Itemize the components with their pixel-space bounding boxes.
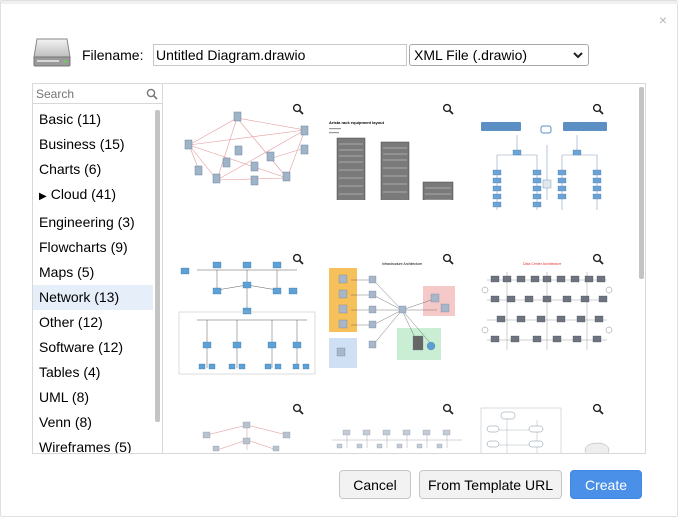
search-input[interactable] [36, 87, 136, 101]
category-cloud[interactable]: ▶ Cloud (41) [39, 186, 117, 202]
expand-triangle-icon[interactable]: ▶ [39, 191, 47, 202]
template-title: Infrastructure Architecture [382, 262, 423, 266]
cancel-button[interactable]: Cancel [339, 470, 411, 499]
search-icon[interactable] [146, 88, 158, 100]
zoom-icon[interactable] [592, 253, 604, 265]
format-select[interactable]: XML File (.drawio) [409, 44, 589, 66]
template-title: Arista rack equipment layout [329, 120, 384, 125]
category-basic[interactable]: Basic (11) [39, 111, 101, 127]
template-preview [481, 272, 613, 350]
zoom-icon[interactable] [292, 403, 304, 415]
zoom-icon[interactable] [592, 103, 604, 115]
category-tables[interactable]: Tables (4) [39, 364, 101, 380]
category-wireframes[interactable]: Wireframes (5) [39, 439, 132, 453]
template-preview [329, 268, 455, 368]
template-preview [184, 111, 309, 186]
template-thumbnail[interactable] [477, 400, 617, 453]
template-preview [178, 261, 316, 375]
template-thumbnail[interactable] [327, 400, 467, 453]
create-button[interactable]: Create [570, 470, 642, 499]
template-preview [480, 407, 610, 453]
sidebar-scrollbar[interactable] [155, 110, 160, 422]
zoom-icon[interactable] [442, 403, 454, 415]
template-preview [481, 122, 607, 210]
zoom-icon[interactable] [442, 253, 454, 265]
zoom-icon[interactable] [442, 103, 454, 115]
category-charts[interactable]: Charts (6) [39, 161, 102, 177]
template-thumbnail[interactable] [177, 400, 317, 453]
category-engineering[interactable]: Engineering (3) [39, 214, 135, 230]
grid-scrollbar[interactable] [639, 87, 644, 279]
template-thumbnail[interactable] [177, 250, 317, 380]
template-preview [332, 429, 462, 449]
category-software[interactable]: Software (12) [39, 339, 124, 355]
zoom-icon[interactable] [292, 103, 304, 115]
category-other[interactable]: Other (12) [39, 314, 103, 330]
template-grid: Arista rack equipment layout [163, 84, 645, 453]
template-thumbnail[interactable]: Arista rack equipment layout [327, 100, 467, 230]
category-flowcharts[interactable]: Flowcharts (9) [39, 239, 128, 255]
filename-input[interactable] [153, 44, 407, 66]
top-divider [1, 1, 678, 4]
category-venn[interactable]: Venn (8) [39, 414, 92, 430]
category-uml[interactable]: UML (8) [39, 389, 90, 405]
template-title: Data Center Architecture [523, 262, 562, 266]
category-network[interactable]: Network (13) [33, 285, 153, 310]
zoom-icon[interactable] [592, 403, 604, 415]
template-thumbnail[interactable]: Data Center Architecture [477, 250, 617, 380]
category-business[interactable]: Business (15) [39, 136, 125, 152]
format-select-value: XML File (.drawio) [414, 47, 528, 63]
search-box[interactable] [33, 84, 162, 104]
template-preview [329, 128, 454, 200]
hard-drive-icon [33, 38, 71, 67]
filename-label: Filename: [82, 47, 144, 63]
from-template-url-button[interactable]: From Template URL [419, 470, 562, 499]
category-sidebar: Basic (11) Business (15) Charts (6) ▶Clo… [33, 84, 163, 453]
template-panel: Basic (11) Business (15) Charts (6) ▶Clo… [32, 83, 646, 454]
category-maps[interactable]: Maps (5) [39, 264, 95, 280]
close-icon[interactable]: × [658, 12, 667, 28]
template-thumbnail[interactable] [477, 100, 617, 230]
zoom-icon[interactable] [292, 253, 304, 265]
chevron-down-icon [573, 52, 583, 59]
template-thumbnail[interactable] [177, 100, 317, 230]
category-list: Basic (11) Business (15) Charts (6) ▶ Clo… [33, 107, 153, 453]
template-thumbnail[interactable]: Infrastructure Architecture [327, 250, 467, 380]
template-preview [202, 421, 291, 452]
